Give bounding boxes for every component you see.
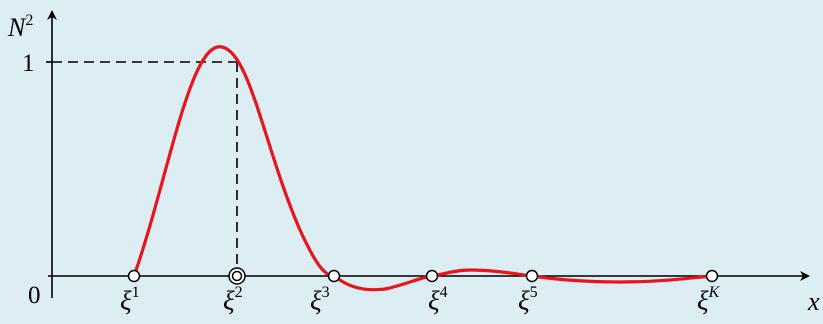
y-tick-one-label: 1 — [22, 50, 35, 77]
origin-label: 0 — [28, 282, 41, 309]
node-label-xi1: ξ1 — [120, 284, 140, 316]
x-axis-label: x — [807, 287, 820, 316]
node-marker-xi3 — [327, 269, 341, 283]
node-marker-xi5 — [525, 269, 539, 283]
y-axis-label: N2 — [7, 12, 33, 42]
node-label-xi4: ξ4 — [428, 284, 448, 316]
basis-function-curve — [132, 45, 714, 292]
node-label-xi5: ξ5 — [518, 284, 538, 316]
node-label-xiK: ξK — [697, 284, 721, 316]
y-axis-label-base: N — [7, 13, 27, 42]
node-label-xi2: ξ2 — [223, 284, 243, 316]
node-marker-xiK — [705, 269, 719, 283]
y-axis-label-sup: 2 — [25, 12, 33, 29]
node-marker-xi1 — [127, 269, 141, 283]
node-marker-xi4 — [425, 269, 439, 283]
node-marker-xi2 — [228, 267, 246, 285]
node-label-xi3: ξ3 — [310, 284, 330, 316]
